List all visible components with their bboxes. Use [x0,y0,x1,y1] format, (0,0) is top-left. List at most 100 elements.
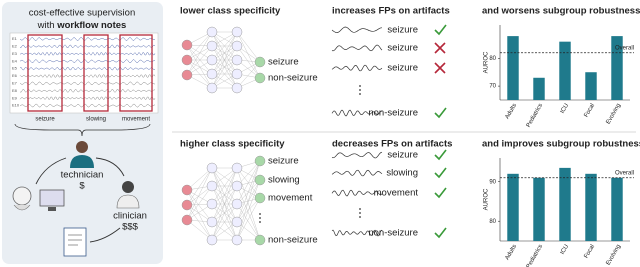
edge [186,31,213,61]
edge [236,197,261,241]
prediction-label: seizure [387,150,418,161]
brace [14,123,151,137]
bar [533,177,545,241]
node [206,216,218,228]
x-tick-label: Focal [584,103,597,119]
annotation-label: movement [122,117,150,123]
edge [186,31,213,76]
node [206,162,218,174]
edge [186,189,213,241]
edge [211,31,238,89]
x-tick-label: Evolving [606,103,623,126]
check-icon [434,167,447,179]
waveform [331,109,383,117]
eeg-trace [19,59,155,64]
node [181,54,193,66]
prediction-label: seizure [387,43,418,54]
waveform [331,26,382,33]
prediction-label: seizure [387,25,418,36]
left-subtitle: with workflow notes [37,20,127,31]
arrow [35,157,125,243]
annotation-label: seizure [35,117,55,123]
edge [211,45,238,89]
edge [236,45,261,79]
check-icon [434,227,447,239]
check-icon [434,107,447,119]
subtitle-bold: workflow notes [56,20,126,31]
clinician-label: clinician [113,211,147,222]
bar [611,177,623,241]
node [254,192,266,204]
eeg-traces: E1 E2 E3 E4 E5 E6 E7 E8 E9 E10 [12,36,156,108]
node [206,82,218,94]
y-tick-label: 70 [489,84,496,90]
report-icon [63,227,87,257]
output-label: non-seizure [268,73,318,84]
channel-label: E1 [12,36,18,41]
node [254,56,266,68]
node [231,68,243,80]
edge [211,31,238,75]
cross-icon [434,42,446,54]
eeg-trace [19,74,156,78]
edge [236,203,261,241]
eeg-trace [19,88,156,93]
robustness-title: and improves subgroup robustness [482,139,640,150]
channel-label: E6 [12,73,18,78]
node [181,199,193,211]
edge [211,167,238,241]
node [181,214,193,226]
edge [236,179,261,241]
annotation-box [27,34,63,112]
channel-label: E7 [12,80,18,85]
technician-label: technician [61,170,104,181]
bar [507,36,519,100]
node [206,198,218,210]
technician-cost: $ [79,181,85,192]
node [206,54,218,66]
node [231,82,243,94]
row: higher class specificity decreases FPs on… [180,139,640,267]
model-title: lower class specificity [180,6,281,17]
output-label: non-seizure [268,235,318,246]
eeg-trace [19,81,156,86]
channel-label: E5 [12,66,18,71]
clinician-cost: $$$ [122,222,139,233]
prediction-label: slowing [386,168,418,179]
x-tick-label: Adults [505,103,519,120]
prediction-label: non-seizure [368,228,418,239]
output-label: seizure [268,156,299,167]
edge [186,167,213,191]
edge [211,31,238,61]
edge [186,45,213,76]
y-axis-label: AUROC [484,51,490,73]
channel-label: E10 [12,103,20,108]
x-tick-label: Pediatrics [526,244,544,267]
output-label: seizure [268,57,299,68]
node [231,234,243,246]
ellipsis-dot [359,212,361,214]
cross-icon [434,62,446,74]
row: lower class specificity increases FPs on … [180,6,640,129]
y-tick-label: 80 [489,219,496,225]
edge [236,160,261,223]
channel-label: E3 [12,51,18,56]
node [231,198,243,210]
edge [186,167,213,221]
eeg-trace [19,44,156,49]
eeg-trace [19,37,155,41]
y-axis-label: AUROC [484,188,490,210]
edge [186,167,213,206]
prediction-label: non-seizure [368,108,418,119]
edge [236,167,261,241]
eeg-trace [19,51,156,56]
ellipsis-dot [359,93,361,95]
edge [236,185,261,241]
ellipsis-dot [259,221,261,223]
ellipsis-dot [259,217,261,219]
check-icon [434,187,447,199]
x-tick-label: ICU [560,103,570,115]
reference-label: Overall [615,170,634,176]
ellipsis-dot [359,216,361,218]
